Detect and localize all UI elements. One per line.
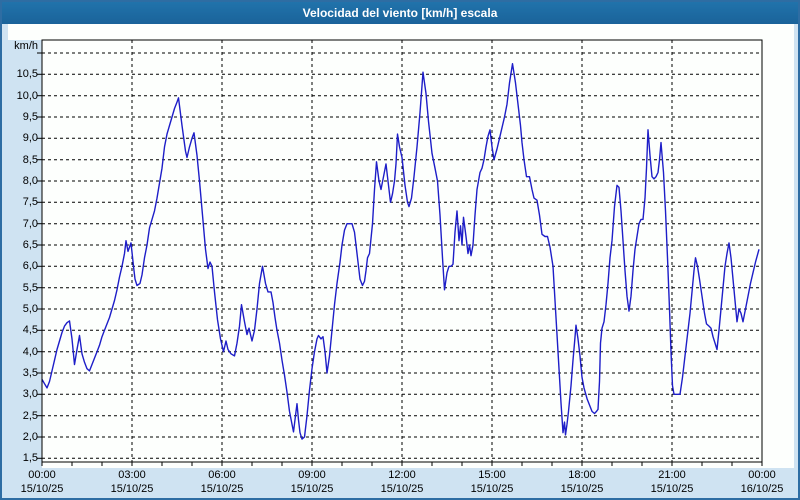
- x-tick-time: 00:00: [748, 469, 776, 481]
- y-tick-label: 2,5: [22, 410, 38, 422]
- y-tick-label: 10,0: [16, 90, 38, 102]
- y-tick-label: 7,0: [22, 218, 38, 230]
- x-tick-time: 06:00: [208, 469, 236, 481]
- x-tick-label: 00:00 15/10/25: [7, 468, 77, 498]
- y-tick-label: 9,5: [22, 111, 38, 123]
- x-tick-date: 15/10/25: [380, 483, 424, 495]
- y-tick-label: 6,5: [22, 239, 38, 251]
- x-tick-date: 15/10/25: [20, 483, 64, 495]
- x-tick-date: 15/10/25: [650, 483, 694, 495]
- y-tick-label: 10,5: [16, 68, 38, 80]
- y-tick-label: 8,5: [22, 154, 38, 166]
- x-tick-label: 12:00 15/10/25: [367, 468, 437, 498]
- y-tick-label: 9,0: [22, 132, 38, 144]
- chart-title: Velocidad del viento [km/h] escala: [302, 6, 498, 20]
- x-tick-label: 06:00 15/10/25: [187, 468, 257, 498]
- x-tick-time: 12:00: [388, 469, 416, 481]
- y-tick-label: 3,0: [22, 388, 38, 400]
- x-tick-label: 09:00 15/10/25: [277, 468, 347, 498]
- x-tick-time: 03:00: [118, 469, 146, 481]
- x-tick-date: 15/10/25: [290, 483, 334, 495]
- x-tick-date: 16/10/25: [740, 483, 784, 495]
- x-tick-date: 15/10/25: [110, 483, 154, 495]
- y-tick-label: 4,0: [22, 346, 38, 358]
- x-tick-label: 15:00 15/10/25: [457, 468, 527, 498]
- y-tick-label: 6,0: [22, 260, 38, 272]
- x-tick-date: 15/10/25: [470, 483, 514, 495]
- y-tick-label: 1,5: [22, 452, 38, 464]
- x-tick-date: 15/10/25: [200, 483, 244, 495]
- y-tick-label: 2,0: [22, 431, 38, 443]
- x-tick-time: 15:00: [478, 469, 506, 481]
- x-tick-time: 21:00: [658, 469, 686, 481]
- y-tick-label: 5,5: [22, 282, 38, 294]
- x-tick-label: 00:00 16/10/25: [727, 468, 797, 498]
- y-axis-unit-label: km/h: [14, 40, 38, 52]
- x-tick-label: 21:00 15/10/25: [637, 468, 707, 498]
- title-bar: Velocidad del viento [km/h] escala: [2, 2, 798, 24]
- y-tick-label: 7,5: [22, 196, 38, 208]
- x-tick-time: 00:00: [28, 469, 56, 481]
- y-tick-label: 4,5: [22, 324, 38, 336]
- x-tick-time: 09:00: [298, 469, 326, 481]
- x-tick-label: 18:00 15/10/25: [547, 468, 617, 498]
- y-tick-label: 5,0: [22, 303, 38, 315]
- wind-speed-series: [41, 63, 760, 440]
- x-tick-time: 18:00: [568, 469, 596, 481]
- x-tick-label: 03:00 15/10/25: [97, 468, 167, 498]
- x-tick-date: 15/10/25: [560, 483, 604, 495]
- y-tick-label: 3,5: [22, 367, 38, 379]
- y-tick-label: 8,0: [22, 175, 38, 187]
